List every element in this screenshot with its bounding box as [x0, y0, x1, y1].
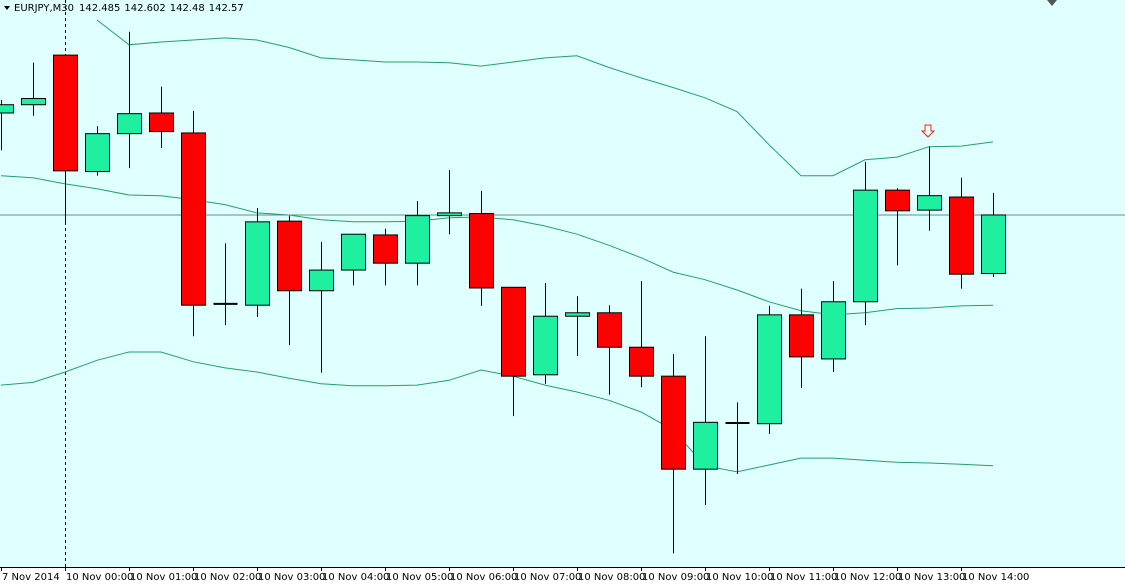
band-lower — [0, 351, 994, 473]
sell-arrow — [920, 124, 936, 138]
candle-body — [821, 301, 846, 360]
time-label: 10 Nov 09:00 — [642, 572, 709, 583]
time-label: 10 Nov 10:00 — [706, 572, 773, 583]
time-label: 10 Nov 00:00 — [66, 572, 133, 583]
candle-body — [757, 314, 782, 425]
candle-body — [501, 286, 526, 377]
header-low: 142.48 — [170, 3, 205, 14]
time-label: 10 Nov 05:00 — [386, 572, 453, 583]
menu-arrow — [4, 6, 10, 10]
candle-body — [885, 189, 910, 212]
header-high: 142.602 — [124, 3, 165, 14]
symbol-title: EURJPY,M30 — [14, 3, 74, 14]
time-label: 10 Nov 08:00 — [578, 572, 645, 583]
candle-body — [245, 221, 270, 306]
time-label: 10 Nov 04:00 — [322, 572, 389, 583]
header-open: 142.485 — [79, 3, 120, 14]
corner-marker — [1047, 0, 1057, 6]
time-label: 10 Nov 11:00 — [770, 572, 837, 583]
candle-body — [565, 312, 590, 317]
time-label: 7 Nov 2014 — [2, 572, 60, 583]
time-label: 10 Nov 13:00 — [898, 572, 965, 583]
candle-body — [373, 234, 398, 264]
band-upper — [96, 19, 994, 177]
candle-body — [53, 54, 78, 172]
time-label: 10 Nov 12:00 — [834, 572, 901, 583]
candle-body — [181, 132, 206, 306]
time-label: 10 Nov 07:00 — [514, 572, 581, 583]
time-label: 10 Nov 14:00 — [962, 572, 1029, 583]
candle-body — [853, 189, 878, 303]
candle-body — [661, 375, 686, 470]
time-label: 10 Nov 03:00 — [258, 572, 325, 583]
candle-body — [789, 314, 814, 358]
candle-body — [277, 220, 302, 292]
time-label: 10 Nov 06:00 — [450, 572, 517, 583]
candle-body — [597, 312, 622, 348]
candle-body — [117, 113, 142, 135]
candle-body — [917, 195, 942, 211]
candle-body — [0, 104, 14, 114]
candle-body — [533, 315, 558, 376]
plot-background — [0, 0, 1125, 567]
header-close: 142.57 — [209, 3, 244, 14]
candle-body — [21, 98, 46, 106]
candle-body — [949, 196, 974, 275]
candle-body — [629, 346, 654, 377]
time-label: 10 Nov 01:00 — [130, 572, 197, 583]
candle-body — [981, 214, 1006, 275]
candle-body — [85, 133, 110, 173]
candle-body — [405, 215, 430, 264]
candle-body — [149, 112, 174, 133]
candle-body — [693, 421, 718, 470]
time-label: 10 Nov 02:00 — [194, 572, 261, 583]
candle-body — [469, 213, 494, 289]
candle-body — [341, 233, 366, 271]
candle-body — [309, 269, 334, 292]
candle-body — [437, 212, 462, 217]
